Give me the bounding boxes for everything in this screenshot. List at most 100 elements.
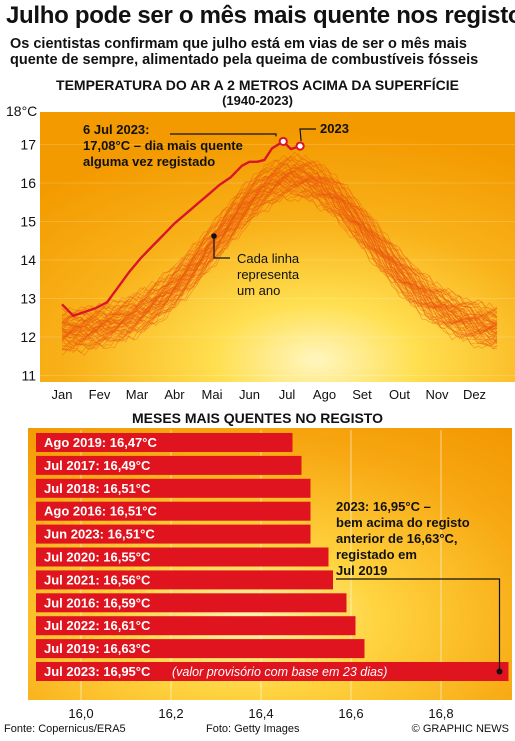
year-line	[61, 185, 498, 349]
annotation-dot	[496, 668, 503, 675]
x-tick-label: Out	[389, 387, 410, 402]
year-line	[61, 166, 498, 329]
bar-label: Jul 2020: 16,55°C	[44, 550, 151, 565]
series-end-marker	[295, 141, 305, 151]
year-line	[61, 151, 498, 315]
year-line	[61, 185, 498, 348]
bar-label: Ago 2016: 16,51°C	[44, 504, 157, 519]
year-line	[61, 162, 498, 323]
bar-label: Jul 2018: 16,51°C	[44, 481, 151, 496]
x-tick-label: Ago	[313, 387, 336, 402]
bar	[36, 501, 311, 521]
x-tick-label: Dez	[463, 387, 486, 402]
bar-label: Jul 2022: 16,61°C	[44, 618, 151, 633]
x-tick-label: Fev	[89, 387, 111, 402]
x-tick-label: Jan	[52, 387, 73, 402]
year-line	[61, 170, 498, 335]
year-line	[61, 168, 498, 331]
bar-label: Jul 2021: 16,56°C	[44, 572, 151, 587]
bar	[36, 455, 302, 475]
page-title: Julho pode ser o mês mais quente nos reg…	[6, 2, 515, 29]
year-line	[61, 154, 498, 316]
annotation-record-day-line: 6 Jul 2023:	[83, 122, 150, 137]
bar	[36, 639, 365, 659]
year-line	[61, 163, 498, 324]
bar-label: Jul 2016: 16,59°C	[44, 595, 151, 610]
year-line	[61, 169, 498, 331]
y-tick-label: 13	[20, 291, 36, 307]
annotation-2023-label: 2023	[320, 121, 349, 136]
year-line	[61, 178, 498, 342]
x-tick-label: Jun	[239, 387, 260, 402]
bar	[36, 524, 311, 544]
y-tick-label: 17	[20, 137, 36, 153]
year-line	[61, 170, 498, 334]
year-line	[61, 184, 498, 346]
year-line	[61, 189, 498, 354]
year-line	[61, 175, 498, 338]
year-line	[61, 174, 498, 337]
bar-label: Jun 2023: 16,51°C	[44, 527, 155, 542]
footer-brand: © GRAPHIC NEWS	[411, 723, 509, 735]
annotation-record-day-line: alguma vez registado	[83, 154, 215, 169]
year-line	[61, 166, 498, 330]
y-tick-label: 14	[20, 252, 36, 268]
year-line	[61, 185, 498, 347]
year-line	[61, 172, 498, 335]
year-line	[61, 174, 498, 338]
bar	[36, 570, 333, 590]
annotation-leader	[213, 236, 230, 259]
x-tick-label: 16,0	[68, 706, 93, 721]
year-line	[61, 164, 498, 329]
y-tick-label: 11	[21, 368, 36, 384]
year-line	[61, 170, 498, 335]
series-line-2023	[61, 140, 301, 317]
bar	[36, 433, 293, 452]
year-line	[61, 187, 498, 351]
year-line	[61, 178, 498, 342]
bar-chart-background	[28, 428, 512, 700]
line-chart-title: TEMPERATURA DO AR A 2 METROS ACIMA DA SU…	[56, 77, 459, 93]
year-line	[61, 180, 498, 344]
bar	[36, 616, 356, 636]
year-line	[61, 179, 498, 343]
x-tick-label: 16,2	[158, 706, 183, 721]
year-line	[61, 177, 498, 339]
year-line	[61, 160, 498, 322]
bar-label: Jul 2019: 16,63°C	[44, 641, 151, 656]
bar-label: Jul 2023: 16,95°C	[44, 664, 151, 679]
x-tick-label: Mar	[126, 387, 149, 402]
year-line	[61, 190, 498, 354]
bar-annotation-line: Jul 2019	[336, 563, 387, 578]
y-tick-label: 15	[20, 214, 36, 230]
year-line	[61, 170, 498, 333]
year-line	[61, 168, 498, 331]
year-line	[61, 181, 498, 346]
year-line	[61, 167, 498, 330]
bar-chart-title: MESES MAIS QUENTES NO REGISTO	[131, 410, 383, 426]
year-line	[61, 163, 498, 328]
footer-source: Fonte: Copernicus/ERA5	[4, 723, 126, 735]
annotation-each-line: um ano	[237, 283, 280, 298]
year-lines-ensemble	[61, 151, 498, 356]
year-line	[61, 171, 498, 336]
year-line	[61, 188, 498, 352]
line-chart-background	[40, 112, 515, 382]
year-line	[61, 183, 498, 348]
annotation-record-day-line: 17,08°C – dia mais quente	[83, 138, 243, 153]
x-tick-label: Set	[352, 387, 372, 402]
year-line	[61, 178, 498, 340]
year-line	[61, 175, 498, 340]
x-tick-label: 16,8	[428, 706, 453, 721]
year-line	[61, 175, 498, 336]
footer-photo-credit: Foto: Getty Images	[206, 723, 300, 735]
line-chart: 11 12 13 14 15 16 17 6 Jul 2023:17,08°C – dia …	[20, 112, 515, 402]
bar-note: (valor provisório com base em 23 dias)	[172, 665, 387, 679]
annotation-each-line: representa	[237, 267, 300, 282]
year-line	[61, 153, 498, 317]
x-tick-label: Mai	[202, 387, 223, 402]
line-chart-subtitle: (1940-2023)	[222, 93, 293, 108]
y-axis-unit-label: 18°C	[6, 103, 38, 119]
year-line	[61, 179, 498, 341]
x-tick-label: 16,6	[338, 706, 363, 721]
